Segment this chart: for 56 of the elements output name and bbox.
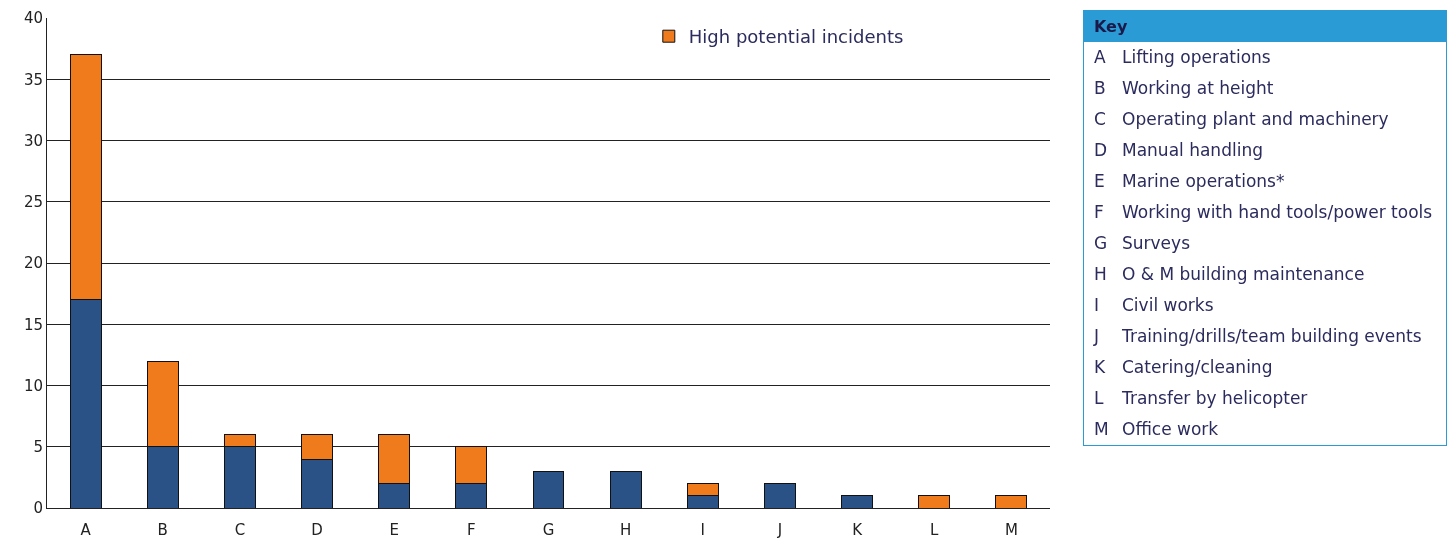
bar: [995, 495, 1028, 508]
category-label: L: [1094, 388, 1105, 408]
y-tick-label: 15: [23, 315, 43, 334]
x-tick-label: D: [311, 521, 323, 539]
category-label: E: [1094, 171, 1106, 191]
text: Civil works: [1122, 295, 1214, 315]
y-tick-label: 30: [23, 131, 43, 150]
text: Surveys: [1122, 233, 1190, 253]
y-tick-label: 35: [23, 70, 43, 89]
text: Working at height: [1122, 78, 1274, 98]
category-label: F: [1094, 202, 1105, 222]
y-tick-label: 25: [23, 193, 43, 211]
text: Operating plant and machinery: [1122, 109, 1389, 129]
text: Office work: [1122, 419, 1219, 439]
y-tick-label: 10: [23, 376, 43, 395]
text: Training/drills/team building events: [1122, 326, 1422, 346]
y-tick-label: 0: [33, 499, 43, 518]
category-label: M: [1094, 419, 1110, 439]
text: Catering/cleaning: [1122, 357, 1273, 377]
text: Marine operations*: [1122, 171, 1285, 191]
category-label: K: [1094, 357, 1107, 377]
x-tick-label: B: [157, 521, 168, 539]
y-tick-label: 5: [33, 438, 43, 456]
bar: [841, 495, 874, 508]
x-tick-label: C: [234, 521, 246, 539]
category-label: G: [1094, 233, 1109, 253]
x-tick-label: H: [620, 521, 632, 539]
category-label: B: [1094, 78, 1107, 98]
category-label: H: [1094, 264, 1108, 284]
bar: [532, 470, 565, 508]
text: Key: [1084, 11, 1446, 42]
text: O & M building maintenance: [1122, 264, 1365, 284]
text: Working with hand tools/power tools: [1122, 202, 1433, 222]
x-tick-label: G: [542, 521, 555, 539]
x-tick-label: F: [467, 521, 476, 539]
x-tick-label: L: [930, 521, 940, 539]
x-tick-label: E: [389, 521, 399, 539]
x-tick-label: M: [1004, 521, 1018, 539]
category-label: I: [1094, 295, 1100, 315]
text: Lifting operations: [1122, 47, 1271, 67]
x-tick-label: J: [776, 521, 783, 539]
text: Transfer by helicopter: [1122, 388, 1308, 408]
category-label: A: [1094, 47, 1107, 67]
x-tick-label: A: [80, 521, 92, 539]
bar: [764, 483, 796, 508]
bar: [609, 470, 642, 508]
y-tick-label: 20: [23, 254, 43, 273]
x-tick-label: K: [852, 521, 864, 539]
category-label: C: [1094, 109, 1107, 129]
y-tick-label: 40: [23, 9, 43, 28]
category-label: J: [1094, 326, 1100, 346]
x-tick-label: I: [700, 521, 706, 539]
legend-label: High potential incidents: [688, 26, 904, 48]
category-label: D: [1094, 140, 1109, 160]
text: Manual handling: [1122, 140, 1263, 160]
bar: [918, 495, 951, 508]
